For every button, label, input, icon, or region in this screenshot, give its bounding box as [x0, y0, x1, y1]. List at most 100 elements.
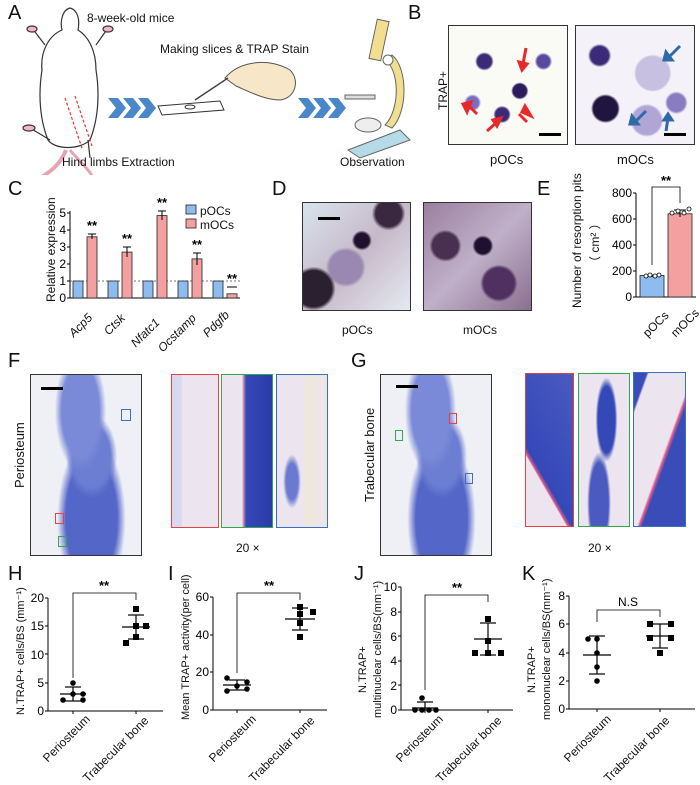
panel-label-h: H [8, 563, 23, 585]
panel-label-k: K [522, 563, 536, 585]
panel-label-c: C [8, 178, 23, 200]
e-significance: ** [661, 175, 672, 188]
red-arrows-icon [460, 47, 561, 136]
panel-label-f: F [8, 350, 21, 372]
svg-text:**: ** [264, 578, 275, 593]
trap-image-pocs [448, 25, 568, 145]
chart-i-trap-activity: 0 20 40 60 ** [196, 578, 327, 717]
chart-h-trap-cells: 0 5 10 15 20 ** [31, 578, 163, 718]
svg-text:**: ** [87, 218, 98, 233]
caption-mocs-d: mOCs [463, 323, 497, 337]
periosteum-zoom-blue [276, 374, 328, 528]
svg-text:6: 6 [390, 630, 397, 644]
panel-label-d: D [272, 178, 287, 200]
svg-text:8: 8 [390, 605, 397, 619]
legend-swatch-mocs [185, 218, 197, 229]
svg-text:0: 0 [37, 704, 44, 718]
periosteum-overview-image [30, 374, 142, 556]
chart-j-multinuclear: 0 2 4 6 8 10 ** [384, 580, 513, 717]
e-ylabel-line1: Number of resorption pits [570, 173, 584, 308]
scale-bar [41, 387, 63, 390]
caption-pocs-b: pOCs [490, 152, 524, 167]
scale-bar [318, 217, 340, 220]
svg-text:20: 20 [196, 665, 210, 679]
caption-mocs-b: mOCs [617, 152, 654, 167]
roi-box-blue [465, 473, 473, 484]
svg-text:2: 2 [558, 674, 565, 688]
hind-limbs-label: Hind limbs Extraction [62, 155, 175, 169]
chevron-arrows-icon-2 [298, 98, 346, 118]
svg-text:4: 4 [390, 654, 397, 668]
legend-pocs: pOCs [200, 204, 231, 218]
scale-bar [396, 385, 418, 388]
trabecular-magnification: 20 × [588, 541, 612, 555]
svg-text:4: 4 [558, 646, 565, 660]
periosteum-magnification: 20 × [236, 541, 260, 555]
svg-text:0: 0 [59, 291, 66, 305]
panel-label-g: G [351, 350, 367, 372]
svg-text:1: 1 [59, 274, 66, 288]
panel-label-a: A [8, 2, 22, 24]
svg-text:6: 6 [558, 617, 565, 631]
svg-text:**: ** [99, 578, 110, 593]
blue-arrows-icon [628, 44, 686, 136]
svg-text:5: 5 [37, 676, 44, 690]
svg-text:8: 8 [558, 589, 565, 603]
svg-text:5: 5 [59, 206, 66, 220]
svg-text:20: 20 [31, 591, 45, 605]
svg-text:10: 10 [384, 580, 398, 594]
roi-box-blue [121, 409, 131, 421]
making-slices-label: Making slices & TRAP Stain [160, 42, 309, 56]
chevron-arrows-icon [108, 98, 156, 118]
svg-text:**: ** [227, 271, 238, 286]
svg-text:**: ** [192, 237, 203, 252]
svg-text:4: 4 [59, 223, 66, 237]
svg-text:600: 600 [612, 212, 632, 226]
microscope-icon [344, 18, 411, 159]
svg-text:0: 0 [390, 703, 397, 717]
svg-text:**: ** [452, 580, 463, 595]
periosteum-zoom-red [171, 374, 219, 528]
periosteum-zoom-green [221, 374, 273, 528]
caption-pocs-d: pOCs [342, 323, 373, 337]
svg-text:400: 400 [612, 238, 632, 252]
chart-e-resorption-pits: 0 200 400 600 800 ** [612, 175, 696, 304]
svg-text:0: 0 [202, 703, 209, 717]
svg-text:60: 60 [196, 590, 210, 604]
trabecular-row-label: Trabecular bone [362, 407, 377, 502]
svg-text:2: 2 [59, 257, 66, 271]
svg-text:800: 800 [612, 186, 632, 200]
roi-box-red [449, 413, 457, 424]
mouse-icon [22, 7, 114, 175]
periosteum-row-label: Periosteum [12, 422, 27, 488]
panel-label-b: B [408, 2, 422, 24]
svg-text:2: 2 [390, 679, 397, 693]
workflow-illustration [22, 7, 411, 175]
legend-mocs: mOCs [200, 218, 234, 232]
svg-text:**: ** [157, 195, 168, 210]
trabecular-zoom-blue [633, 372, 686, 527]
svg-text:200: 200 [612, 264, 632, 278]
chart-k-mononuclear: 0 2 4 6 8 N.S [558, 589, 695, 716]
panel-label-e: E [537, 178, 551, 200]
trabecular-zoom-red [525, 373, 574, 527]
svg-text:**: ** [122, 231, 133, 246]
resorption-image-pocs [302, 202, 411, 311]
observation-label: Observation [340, 155, 405, 169]
svg-text:10: 10 [31, 648, 45, 662]
roi-box-red [55, 513, 64, 524]
panel-label-j: J [354, 563, 364, 585]
svg-text:40: 40 [196, 628, 210, 642]
trap-image-mocs [575, 25, 695, 145]
resorption-image-mocs [423, 202, 532, 311]
k-significance: N.S [618, 595, 638, 609]
panel-label-i: I [168, 563, 174, 585]
glass-slide-icon [157, 100, 225, 116]
svg-text:0: 0 [625, 290, 632, 304]
chart-c-relative-expression: 0 1 2 3 4 5 ** ** ** ** ** [59, 195, 240, 305]
svg-text:3: 3 [59, 240, 66, 254]
legend-swatch-pocs [185, 204, 197, 215]
trabecular-zoom-green [578, 373, 630, 527]
svg-text:0: 0 [558, 702, 565, 716]
roi-box-green [395, 430, 403, 441]
